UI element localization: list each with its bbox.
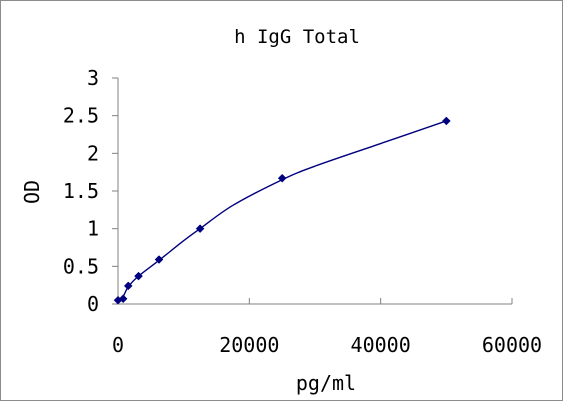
y-tick-label: 3 — [87, 66, 99, 90]
chart-title: h IgG Total — [234, 26, 360, 48]
data-point-marker — [154, 255, 164, 264]
x-axis-label: pg/ml — [296, 371, 356, 395]
x-tick-label: 0 — [112, 333, 124, 357]
y-tick-label: 0 — [87, 292, 99, 316]
x-tick-label: 20000 — [219, 333, 279, 357]
data-point-marker — [123, 281, 133, 291]
data-point-marker — [118, 294, 128, 304]
fit-curve — [117, 120, 447, 301]
y-tick-label: 1.5 — [63, 179, 99, 203]
y-ticks: 0 0.5 1 1.5 2 2.5 3 — [63, 66, 118, 316]
data-point-marker — [441, 116, 451, 126]
y-tick-label: 2.5 — [63, 104, 99, 128]
plot-area: 0 0.5 1 1.5 2 2.5 3 0 20000 40000 60000 — [63, 66, 542, 357]
y-tick-label: 0.5 — [63, 254, 99, 278]
data-point-marker — [277, 173, 287, 183]
x-tick-label: 40000 — [351, 333, 411, 357]
data-point-marker — [134, 271, 143, 281]
y-tick-label: 1 — [87, 217, 99, 241]
x-ticks: 0 20000 40000 60000 — [112, 298, 542, 357]
data-markers — [113, 116, 451, 305]
y-axis-label: OD — [20, 180, 44, 204]
x-tick-label: 60000 — [482, 333, 542, 357]
data-point-marker — [195, 224, 205, 234]
y-tick-label: 2 — [87, 141, 99, 165]
